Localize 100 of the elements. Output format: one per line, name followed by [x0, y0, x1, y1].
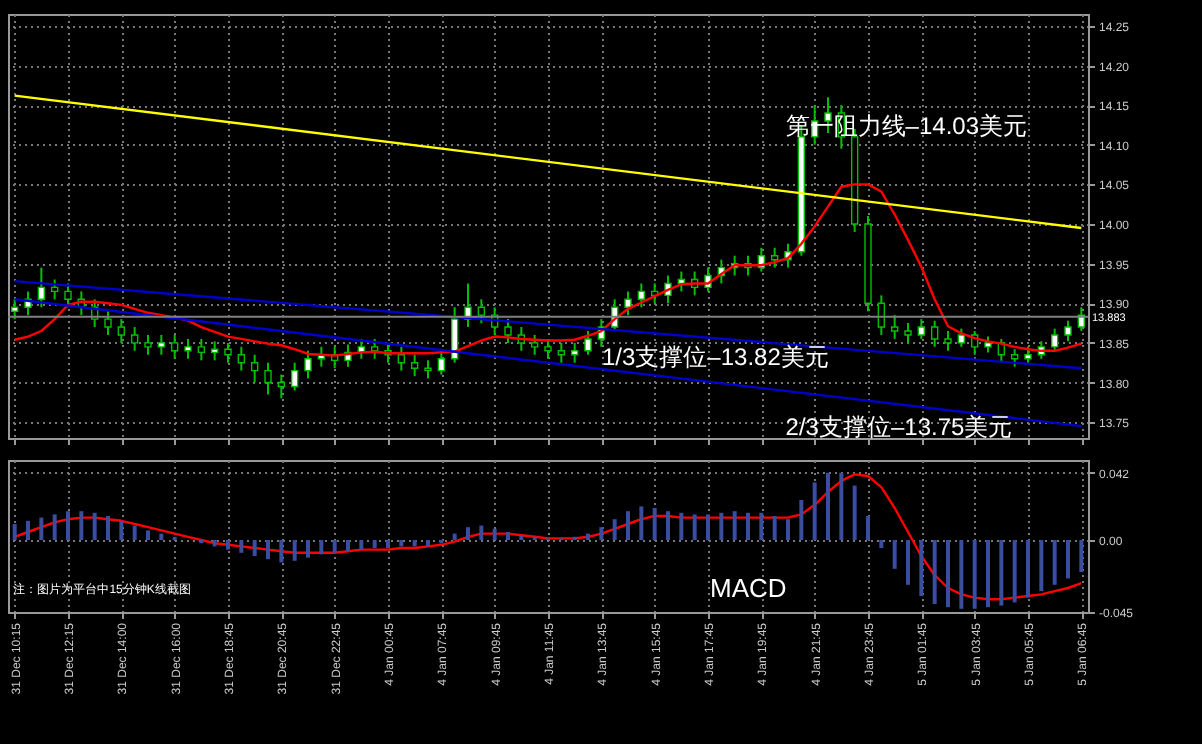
bar	[599, 527, 604, 540]
annotation: MACD	[710, 573, 787, 604]
bar	[292, 540, 297, 561]
candlestick	[917, 318, 926, 340]
candlestick	[397, 345, 406, 372]
bar	[372, 540, 377, 548]
candlestick	[170, 333, 179, 360]
bar	[12, 524, 17, 540]
bar	[146, 530, 150, 540]
bar	[79, 511, 84, 540]
candlestick	[944, 330, 952, 352]
bar	[719, 512, 724, 540]
candlestick	[304, 349, 312, 380]
bar	[946, 540, 950, 608]
bar	[106, 516, 110, 540]
bar	[1052, 540, 1057, 585]
bar	[306, 540, 310, 558]
bar	[239, 540, 244, 553]
bar	[252, 540, 257, 556]
candlestick	[144, 333, 152, 356]
bar	[319, 540, 324, 555]
candlestick	[424, 359, 432, 380]
candlestick	[557, 341, 566, 364]
bar	[346, 540, 350, 552]
bar	[826, 472, 830, 540]
bar	[812, 482, 817, 540]
bar	[506, 532, 510, 540]
bar	[159, 533, 164, 540]
bar	[652, 508, 657, 540]
candlestick	[904, 322, 912, 344]
bar	[26, 520, 30, 540]
bar	[732, 511, 737, 540]
bar	[972, 540, 977, 609]
candlestick	[957, 327, 966, 348]
candlestick	[117, 318, 126, 344]
line-series	[13, 473, 1083, 601]
candlestick	[570, 341, 579, 364]
bar	[612, 519, 617, 540]
bar	[39, 517, 44, 540]
bar	[879, 540, 884, 548]
bar	[772, 516, 777, 540]
bar	[1026, 540, 1030, 598]
bar	[746, 512, 750, 540]
bar	[626, 511, 630, 540]
bar	[1012, 540, 1017, 603]
candlestick	[50, 278, 59, 301]
bar	[1066, 540, 1070, 579]
bar	[839, 472, 844, 540]
candlestick	[584, 330, 592, 356]
candlestick	[290, 361, 299, 392]
bar	[852, 485, 857, 540]
bar	[919, 540, 924, 596]
candlestick	[930, 319, 939, 348]
bar	[92, 512, 97, 540]
candlestick	[37, 266, 46, 309]
bar	[906, 540, 910, 585]
bar	[999, 540, 1004, 606]
bar	[1039, 540, 1044, 592]
candlestick	[890, 314, 899, 340]
bar	[866, 516, 870, 540]
bar	[226, 540, 230, 550]
candlestick	[477, 298, 486, 325]
bar	[399, 540, 404, 547]
bar	[359, 540, 364, 550]
candlestick	[530, 333, 539, 356]
candlestick	[237, 345, 246, 372]
candlestick	[250, 353, 259, 384]
candlestick	[130, 326, 139, 352]
candlestick	[410, 353, 419, 378]
bar	[492, 528, 497, 540]
candlestick	[197, 337, 206, 362]
bar	[639, 506, 644, 540]
bar	[426, 540, 430, 547]
candlestick	[770, 246, 779, 269]
candlestick	[224, 341, 232, 364]
candlestick	[1064, 319, 1072, 343]
bar	[52, 514, 57, 540]
bar	[266, 540, 270, 560]
bar	[692, 514, 697, 540]
bar	[986, 540, 990, 608]
bar	[452, 533, 457, 540]
bar	[932, 540, 937, 604]
bar	[706, 514, 710, 540]
bar	[666, 511, 670, 540]
bar	[466, 527, 470, 540]
bar	[959, 540, 964, 609]
bar	[892, 540, 897, 569]
candlestick	[10, 298, 19, 321]
bar	[119, 520, 124, 540]
candlestick	[104, 310, 112, 336]
bar	[759, 512, 764, 540]
candlestick	[157, 333, 166, 356]
bar	[412, 540, 417, 547]
annotation: 1/3支撑位–13.82美元	[602, 343, 829, 372]
candlestick	[264, 361, 272, 396]
candlestick	[1050, 327, 1059, 352]
bar	[479, 525, 484, 540]
bar	[386, 540, 390, 548]
candlestick	[624, 290, 632, 317]
bar	[279, 540, 284, 563]
